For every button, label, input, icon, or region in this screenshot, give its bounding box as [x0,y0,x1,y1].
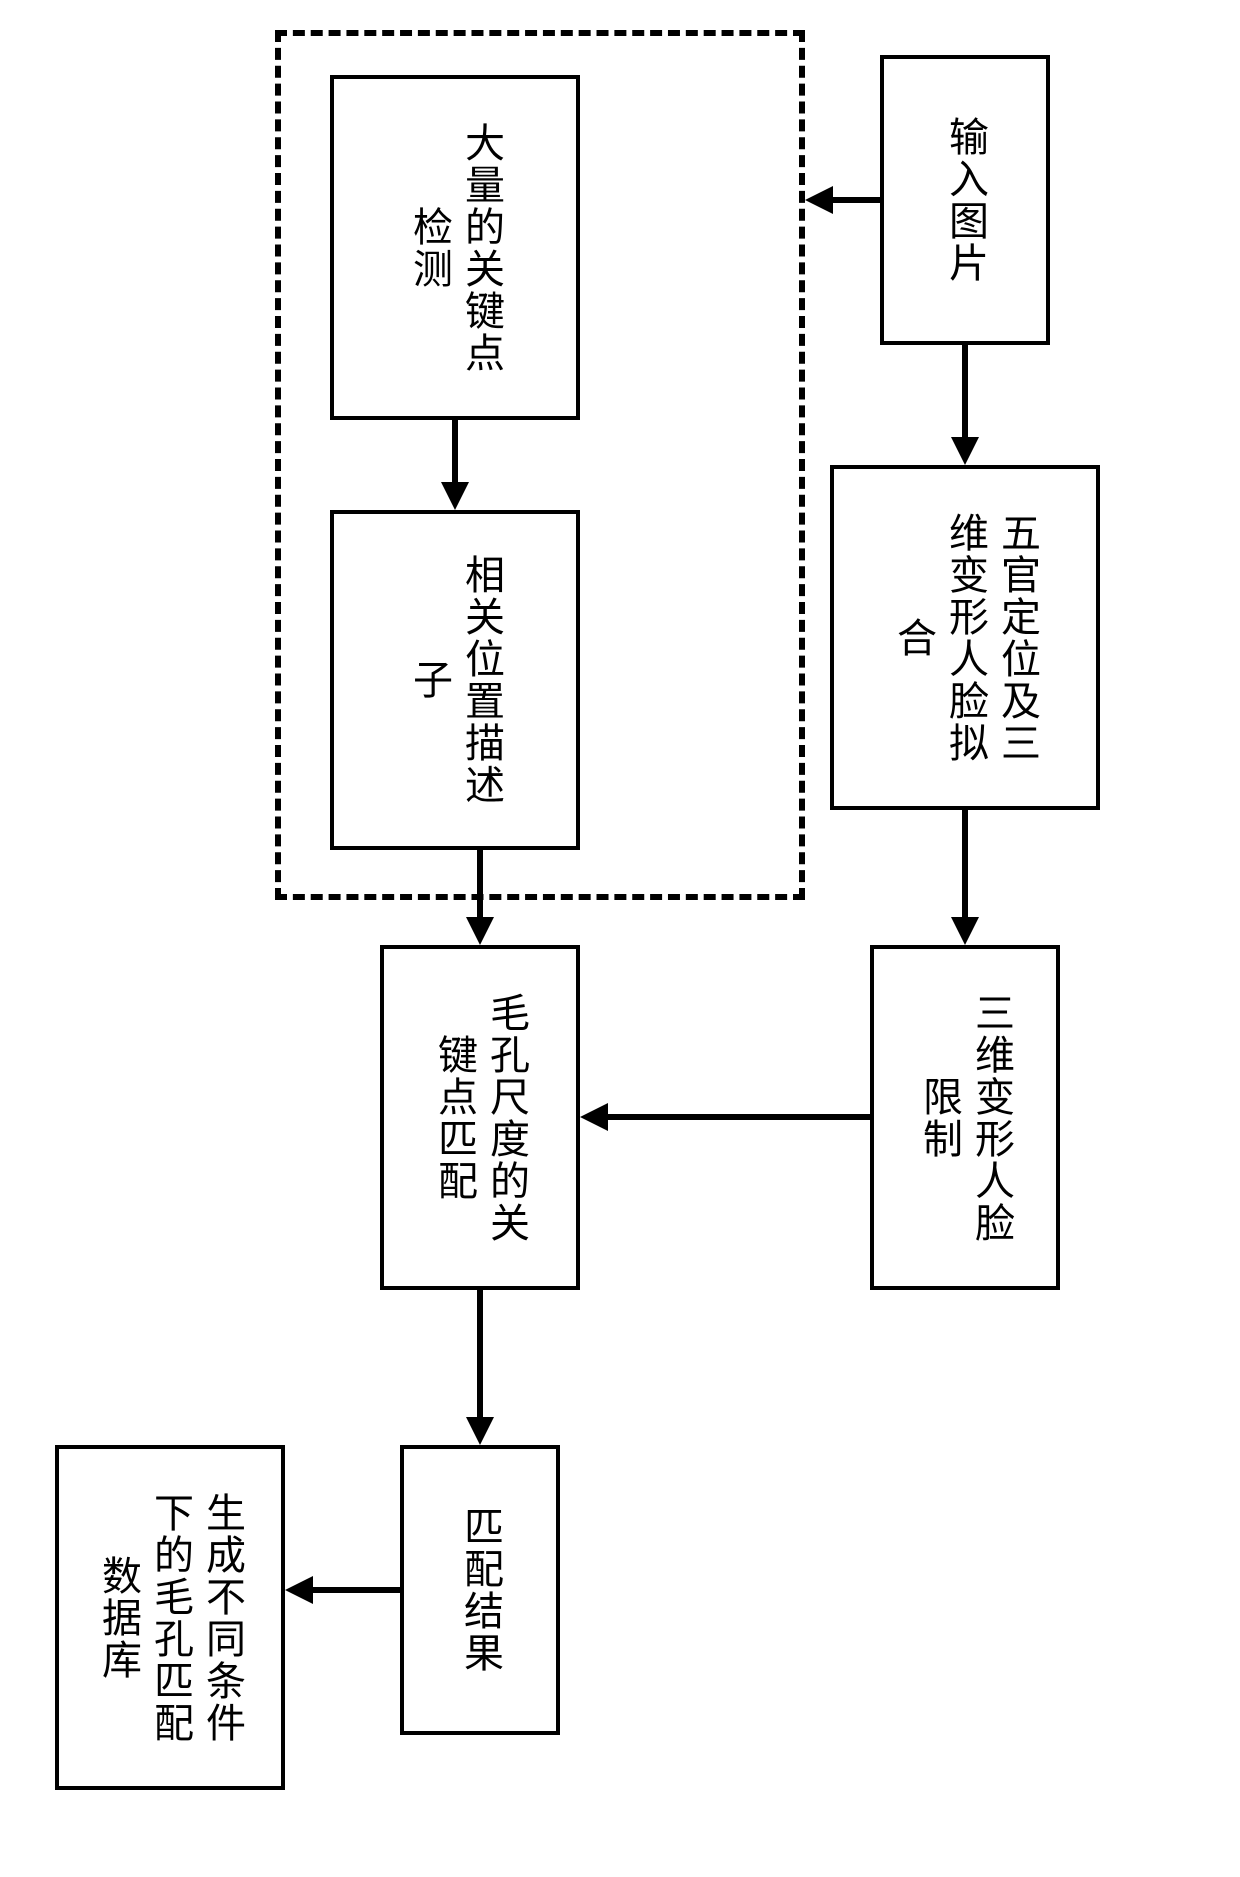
edge-result-to-db [313,1587,400,1593]
edge-porematch-to-result-head [466,1417,494,1445]
edge-porematch-to-result [477,1290,483,1417]
edge-constraint-to-porematch-head [580,1103,608,1131]
edge-input-to-dashed [833,197,880,203]
edge-input-to-dashed-head [805,186,833,214]
edge-input-to-localization-head [951,437,979,465]
edge-result-to-db-head [285,1576,313,1604]
label-position-descriptor: 相关位置描述 子 [403,554,507,806]
node-input-image: 输入图片 [880,55,1050,345]
node-pore-scale-match: 毛孔尺度的关 键点匹配 [380,945,580,1290]
label-pore-scale-match: 毛孔尺度的关 键点匹配 [428,992,532,1244]
edge-detection-to-descriptor-head [441,482,469,510]
edge-detection-to-descriptor [452,420,458,482]
edge-descriptor-to-porematch [477,850,483,917]
node-position-descriptor: 相关位置描述 子 [330,510,580,850]
label-deform-constraint: 三维变形人脸 限制 [913,992,1017,1244]
node-deform-constraint: 三维变形人脸 限制 [870,945,1060,1290]
label-input-image: 输入图片 [939,116,991,284]
label-match-result: 匹配结果 [454,1506,506,1674]
label-generate-db: 生成不同条件 下的毛孔匹配 数据库 [92,1492,248,1744]
edge-input-to-localization [962,345,968,437]
node-feature-localization: 五官定位及三 维变形人脸拟 合 [830,465,1100,810]
label-feature-localization: 五官定位及三 维变形人脸拟 合 [887,512,1043,764]
node-match-result: 匹配结果 [400,1445,560,1735]
label-keypoint-detection: 大量的关键点 检测 [403,122,507,374]
node-keypoint-detection: 大量的关键点 检测 [330,75,580,420]
edge-constraint-to-porematch [608,1114,870,1120]
edge-localization-to-constraint [962,810,968,917]
edge-descriptor-to-porematch-head [466,917,494,945]
flowchart-canvas: 输入图片 大量的关键点 检测 相关位置描述 子 五官定位及三 维变形人脸拟 合 … [0,0,1240,1877]
node-generate-db: 生成不同条件 下的毛孔匹配 数据库 [55,1445,285,1790]
edge-localization-to-constraint-head [951,917,979,945]
